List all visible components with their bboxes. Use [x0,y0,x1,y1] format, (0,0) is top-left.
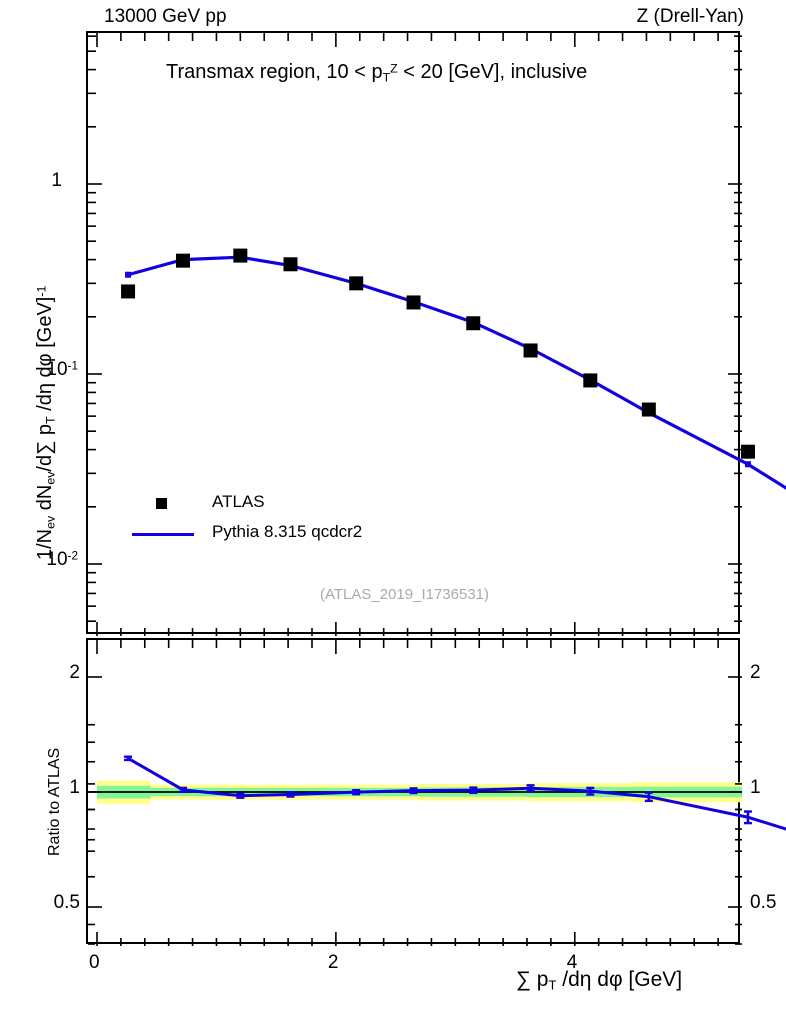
ratio-ytick-right-0-5: 0.5 [750,892,777,913]
ratio-plot-panel [86,638,786,946]
data-marker [641,402,656,417]
xtick-label-4: 4 [566,952,578,973]
data-marker [406,295,421,310]
ytick-label-1: 1 [51,170,62,191]
main-plot-panel [86,31,786,636]
data-marker [523,343,538,358]
legend-label-pythia: Pythia 8.315 qcdcr2 [212,522,363,541]
main-axis-ticks [88,33,742,636]
plot-title: Transmax region, 10 < pTZ < 20 [GeV], in… [166,61,588,85]
x-axis-label: ∑ pT /dη dφ [GeV] [516,968,683,993]
data-marker [233,248,248,263]
ytick-label-1e-1: 10-1 [46,359,78,380]
ratio-curve-pythia [124,755,786,831]
data-marker [466,316,481,331]
ytick-label-1e-2: 10-2 [46,549,78,570]
ratio-axis-ticks [88,640,742,946]
analysis-watermark: (ATLAS_2019_I1736531) [320,586,490,603]
ratio-ytick-left-1: 1 [69,777,80,798]
legend-marker-square [128,488,204,518]
data-marker [283,257,298,272]
main-plot-canvas [88,33,786,636]
legend-label-atlas: ATLAS [212,492,265,511]
data-marker [176,253,190,268]
ratio-plot-canvas [88,640,786,946]
data-marker [121,284,136,299]
beam-energy-label: 13000 GeV pp [104,6,227,27]
ratio-ytick-right-1: 1 [750,777,761,798]
y-axis-label-main: 1/Nev dNev/d∑ pT /dη dφ [GeV]-1 [34,285,58,560]
y-axis-label-ratio: Ratio to ATLAS [46,747,63,856]
data-marker [583,373,598,388]
ratio-ytick-left-2: 2 [69,662,80,683]
ratio-ytick-right-2: 2 [750,662,761,683]
data-marker [740,444,755,459]
xtick-label-0: 0 [89,952,100,973]
xtick-label-2: 2 [327,952,339,973]
data-points-atlas [121,248,755,459]
process-label: Z (Drell-Yan) [636,6,744,27]
data-marker [349,276,364,291]
legend-marker-line [128,518,204,548]
ratio-ytick-left-0-5: 0.5 [53,892,80,913]
